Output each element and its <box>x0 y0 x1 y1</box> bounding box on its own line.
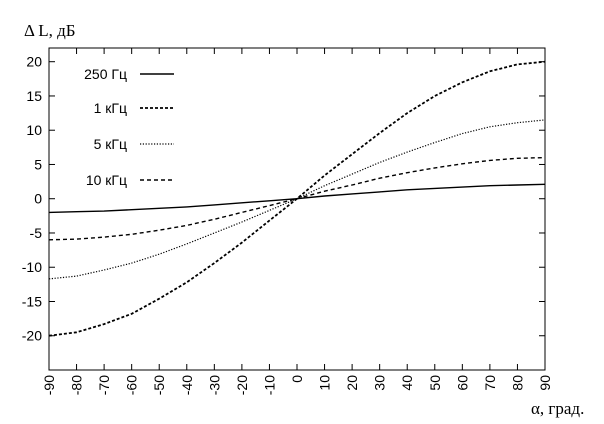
x-tick-label: -50 <box>151 375 167 395</box>
x-tick-label: 80 <box>509 375 525 391</box>
legend-label: 1 кГц <box>94 100 127 116</box>
legend-label: 5 кГц <box>94 136 127 152</box>
x-tick-label: -90 <box>41 375 57 395</box>
legend: 250 Гц 1 кГц 5 кГц 10 кГц <box>84 66 174 188</box>
x-tick-label: 70 <box>482 375 498 391</box>
y-tick-label: 15 <box>26 88 42 104</box>
y-tick-label: -15 <box>22 293 42 309</box>
x-axis-ticks: -90 -80 -70 -60 -50 -40 -30 -20 -10 0 10 20 30 40 50 60… <box>41 48 553 395</box>
y-tick-label: -5 <box>30 225 43 241</box>
y-axis-ticks: 20 15 10 5 0 -5 -10 -15 -20 <box>22 54 545 344</box>
y-tick-label: 5 <box>34 156 42 172</box>
legend-label: 10 кГц <box>86 172 127 188</box>
y-tick-label: 20 <box>26 54 42 70</box>
series-lines <box>48 60 546 337</box>
x-tick-label: -70 <box>96 375 112 395</box>
x-tick-label: -60 <box>124 375 140 395</box>
series-line-4 <box>48 156 546 241</box>
plot-area-frame <box>48 47 546 371</box>
x-tick-label: -20 <box>234 375 250 395</box>
series-line-3 <box>48 119 546 280</box>
x-tick-label: 20 <box>344 375 360 391</box>
x-tick-label: 30 <box>372 375 388 391</box>
y-tick-label: -10 <box>22 259 42 275</box>
y-axis-label: Δ L, дБ <box>24 21 76 40</box>
y-tick-label: 0 <box>34 191 42 207</box>
x-tick-label: 40 <box>399 375 415 391</box>
y-tick-label: 10 <box>26 122 42 138</box>
x-tick-label: 60 <box>454 375 470 391</box>
x-tick-label: 10 <box>317 375 333 391</box>
x-tick-label: -80 <box>69 375 85 395</box>
x-tick-label: 50 <box>427 375 443 391</box>
x-tick-label: -10 <box>261 375 277 395</box>
x-tick-label: 0 <box>289 375 305 383</box>
y-tick-label: -20 <box>22 328 42 344</box>
x-tick-label: -40 <box>179 375 195 395</box>
x-axis-label: α, град. <box>531 399 584 418</box>
legend-label: 250 Гц <box>84 66 127 82</box>
x-tick-label: -30 <box>206 375 222 395</box>
x-tick-label: 90 <box>537 375 553 391</box>
